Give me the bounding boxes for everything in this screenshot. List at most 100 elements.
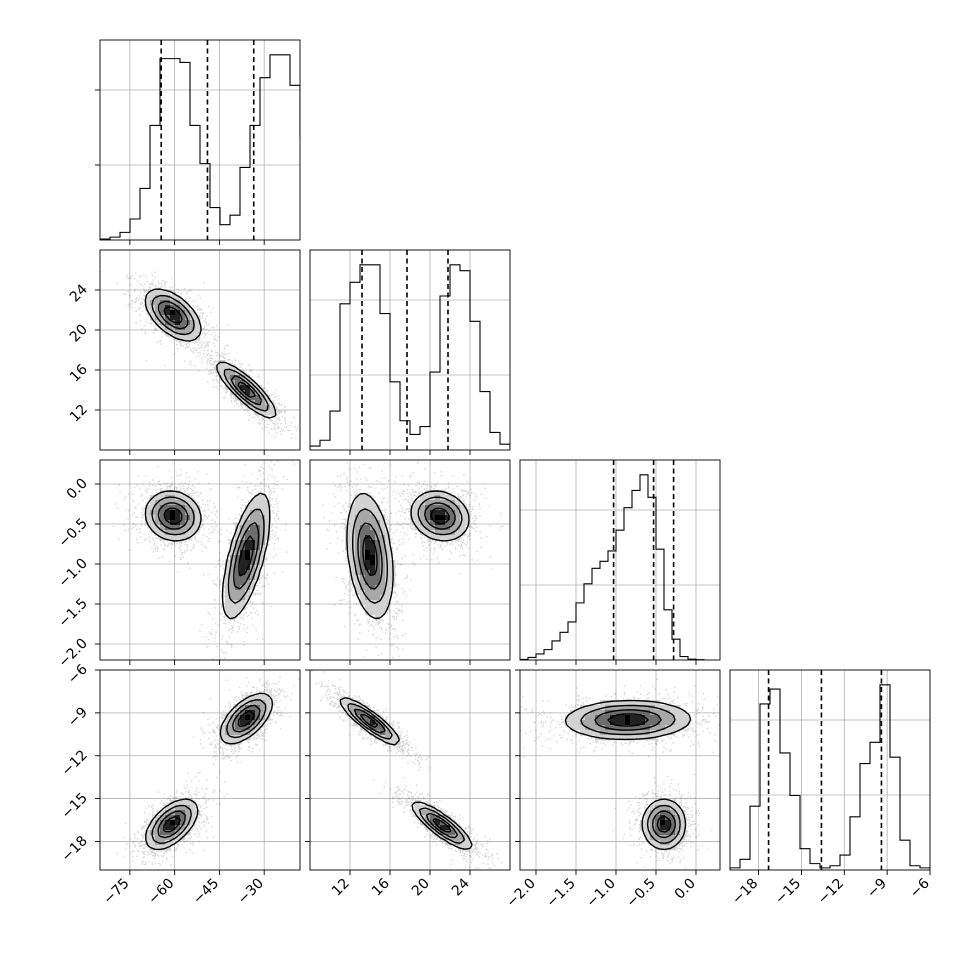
density-cell [360,565,366,571]
density-cell [370,565,376,571]
density-cell [650,840,656,846]
density-cell [220,365,226,371]
density-cell [655,840,661,846]
pair-plot-area-p2-p3 [520,670,720,870]
density-cell [620,710,626,716]
density-cell [370,535,376,541]
density-cell [180,305,186,311]
density-cell [165,815,171,821]
density-cell [675,725,681,731]
density-cell [455,835,461,841]
density-cell [160,530,166,536]
density-cell [675,720,681,726]
density-cell [160,515,166,521]
density-cell [620,700,626,706]
density-cell [680,710,686,716]
density-cell [360,515,366,521]
density-cell [430,815,436,821]
density-cell [450,515,456,521]
density-cell [460,515,466,521]
density-cell [625,720,631,726]
density-cell [370,605,376,611]
density-cell [245,545,251,551]
density-cell [145,300,151,306]
density-cell [410,515,416,521]
density-cell [350,510,356,516]
density-cell [670,725,676,731]
density-cell [385,580,391,586]
density-cell [435,530,441,536]
density-cell [225,580,231,586]
density-cell [180,495,186,501]
density-cell [260,400,266,406]
density-cell [420,515,426,521]
contour-level-1-2 [157,502,260,590]
contour-level-3-2 [157,704,261,839]
density-cell [245,555,251,561]
contour-level-5-3 [607,713,672,833]
density-cell [235,565,241,571]
density-cell [455,530,461,536]
hist-panel-p0 [95,39,301,245]
density-cell [230,720,236,726]
density-cell [375,505,381,511]
density-cell [415,810,421,816]
density-cell [145,505,151,511]
density-cell [370,515,376,521]
density-cell [600,720,606,726]
hist-frame-p1 [309,249,511,451]
density-cell [255,520,261,526]
density-cell [630,735,636,741]
density-cell [245,510,251,516]
density-cell [425,495,431,501]
density-cell [460,530,466,536]
density-cell [420,520,426,526]
density-cell [360,500,366,506]
contour-level-4-0 [339,697,473,850]
density-cell [460,525,466,531]
density-cell [225,600,231,606]
density-cell [160,520,166,526]
density-cell [455,520,461,526]
density-cell [610,705,616,711]
density-cell [185,335,191,341]
density-cell [245,710,251,716]
density-cell [445,495,451,501]
pair-panel-p0-p3: −75 −60 −45 −30−18−15−12−9−6 [59,661,301,908]
density-cell [615,710,621,716]
density-cell [255,710,261,716]
density-cell [160,525,166,531]
density-cell [645,705,651,711]
density-cell [175,825,181,831]
histogram-p3 [730,684,930,870]
density-cell [375,580,381,586]
density-cell [350,515,356,521]
density-cell [380,545,386,551]
density-cell [255,550,261,556]
density-cell [265,410,271,416]
density-cell [270,405,276,411]
density-cell [375,730,381,736]
density-cell [250,695,256,701]
density-cell [250,520,256,526]
density-cell [375,605,381,611]
density-cell [410,505,416,511]
contour-level-0-3 [163,306,256,398]
density-cell [225,575,231,581]
density-cell [170,490,176,496]
density-cell [170,510,176,516]
density-cell [235,725,241,731]
density-cell [620,735,626,741]
density-cell [245,520,251,526]
density-cell [375,540,381,546]
density-cell [660,800,666,806]
density-cell [600,710,606,716]
density-cell [365,585,371,591]
density-cell [370,520,376,526]
density-cell [165,500,171,506]
density-cell [165,510,171,516]
density-cell [355,535,361,541]
density-cell [650,715,656,721]
density-cell [245,570,251,576]
density-cell [670,835,676,841]
